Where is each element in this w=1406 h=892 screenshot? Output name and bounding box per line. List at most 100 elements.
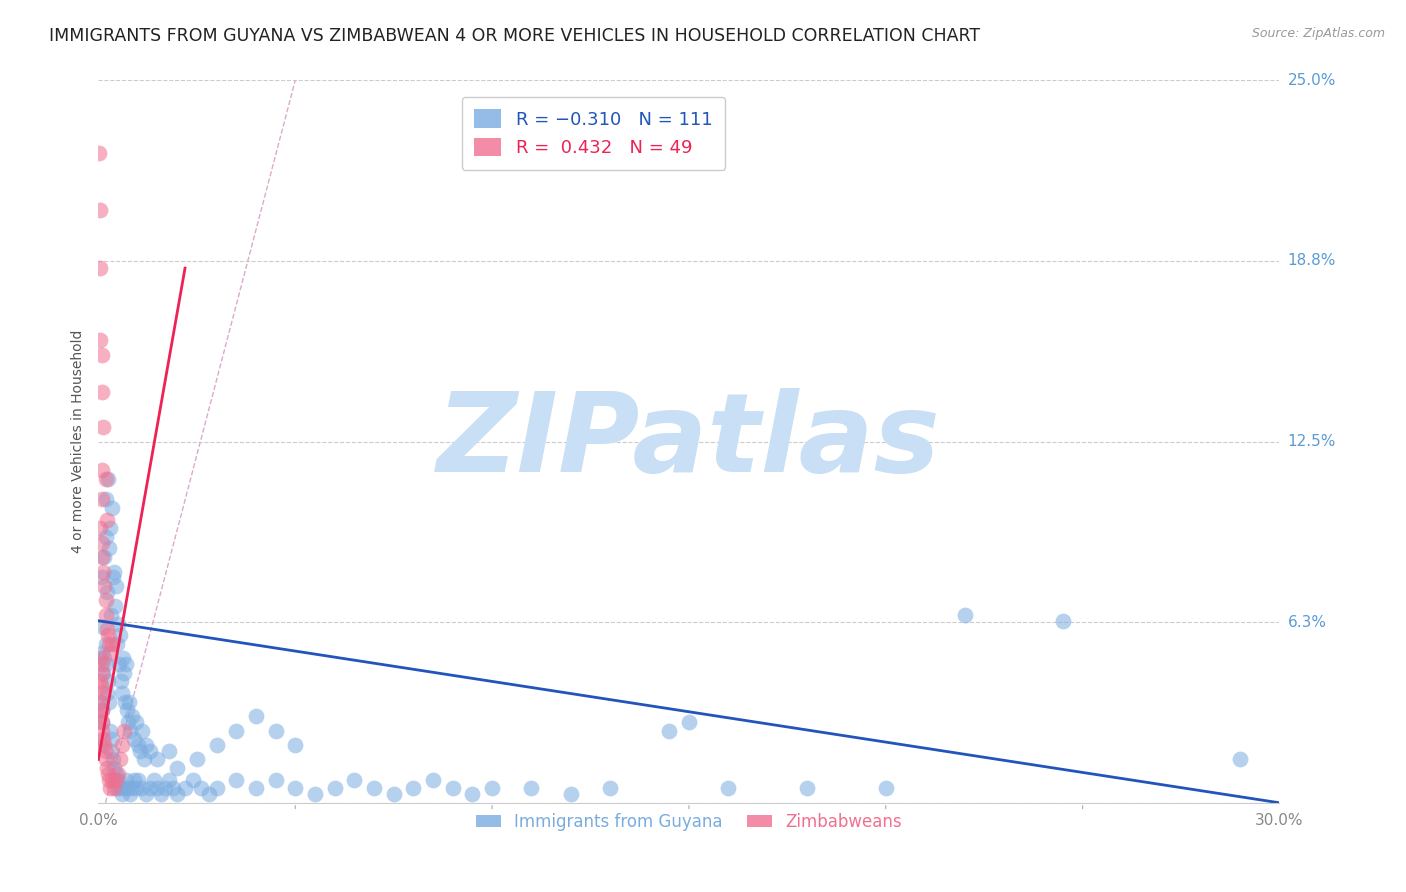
Point (96, 761, 118, 775)
Point (115, 772, 138, 787)
Point (157, 772, 180, 787)
Point (93, 579, 115, 593)
Point (197, 787, 219, 801)
Point (112, 723, 135, 738)
Point (658, 723, 681, 738)
Point (174, 781, 197, 796)
Point (101, 501, 124, 516)
Point (103, 781, 125, 796)
Point (90, 714, 112, 729)
Point (89, 651, 111, 665)
Point (118, 695, 141, 709)
Point (104, 599, 127, 614)
Point (343, 772, 366, 787)
Point (166, 761, 188, 775)
Point (953, 607, 976, 622)
Point (560, 787, 582, 801)
Point (96, 584, 118, 599)
Point (96, 623, 118, 637)
Point (112, 781, 135, 796)
Text: 12.5%: 12.5% (1288, 434, 1336, 449)
Text: IMMIGRANTS FROM GUYANA VS ZIMBABWEAN 4 OR MORE VEHICLES IN HOUSEHOLD CORRELATION: IMMIGRANTS FROM GUYANA VS ZIMBABWEAN 4 O… (49, 27, 980, 45)
Text: 25.0%: 25.0% (1288, 73, 1336, 87)
Text: 18.8%: 18.8% (1288, 253, 1336, 268)
Point (481, 781, 503, 796)
Point (162, 781, 184, 796)
Point (91, 665, 114, 680)
Point (111, 651, 134, 665)
Point (98, 781, 121, 796)
Point (118, 787, 141, 801)
Text: 6.3%: 6.3% (1288, 615, 1327, 630)
Point (135, 738, 157, 752)
Point (205, 738, 228, 752)
Point (111, 787, 134, 801)
Point (91, 565, 114, 579)
Point (108, 628, 131, 642)
Point (146, 752, 169, 766)
Point (96, 752, 118, 766)
Point (108, 781, 131, 796)
Point (103, 752, 125, 766)
Point (97, 767, 120, 781)
Point (117, 714, 139, 729)
Point (107, 767, 129, 781)
Point (125, 714, 148, 729)
Point (100, 607, 122, 622)
Point (146, 781, 169, 796)
Point (245, 781, 267, 796)
Point (98, 723, 121, 738)
Point (91, 732, 114, 747)
Point (103, 565, 125, 579)
Point (94, 657, 117, 671)
Point (131, 723, 153, 738)
Point (94, 472, 117, 486)
Point (122, 732, 145, 747)
Point (245, 709, 267, 723)
Point (107, 772, 129, 787)
Point (97, 472, 120, 486)
Point (190, 781, 212, 796)
Point (91, 492, 114, 507)
Point (98, 646, 121, 660)
Point (103, 570, 125, 584)
Point (138, 744, 160, 758)
Point (142, 772, 165, 787)
Point (89, 695, 111, 709)
Point (94, 593, 117, 607)
Point (717, 781, 740, 796)
Point (103, 761, 125, 775)
Point (1052, 614, 1074, 628)
Point (599, 781, 621, 796)
Point (96, 607, 118, 622)
Point (181, 772, 204, 787)
Point (89, 521, 111, 535)
Point (225, 723, 247, 738)
Point (105, 781, 128, 796)
Point (90, 646, 112, 660)
Point (91, 619, 114, 633)
Point (166, 787, 188, 801)
Point (89, 261, 111, 276)
Point (108, 657, 131, 671)
Point (461, 787, 484, 801)
Point (205, 781, 228, 796)
Point (89, 334, 111, 348)
Point (135, 787, 157, 801)
Point (91, 570, 114, 584)
Point (93, 550, 115, 565)
Point (121, 781, 143, 796)
Point (132, 752, 155, 766)
Point (115, 703, 138, 717)
Text: Source: ZipAtlas.com: Source: ZipAtlas.com (1251, 27, 1385, 40)
Point (90, 680, 112, 694)
Point (98, 521, 121, 535)
Point (89, 738, 111, 752)
Point (105, 767, 128, 781)
Point (97, 674, 120, 689)
Point (96, 686, 118, 700)
Point (96, 512, 118, 526)
Point (94, 744, 117, 758)
Legend: Immigrants from Guyana, Zimbabweans: Immigrants from Guyana, Zimbabweans (468, 806, 910, 838)
Point (93, 738, 115, 752)
